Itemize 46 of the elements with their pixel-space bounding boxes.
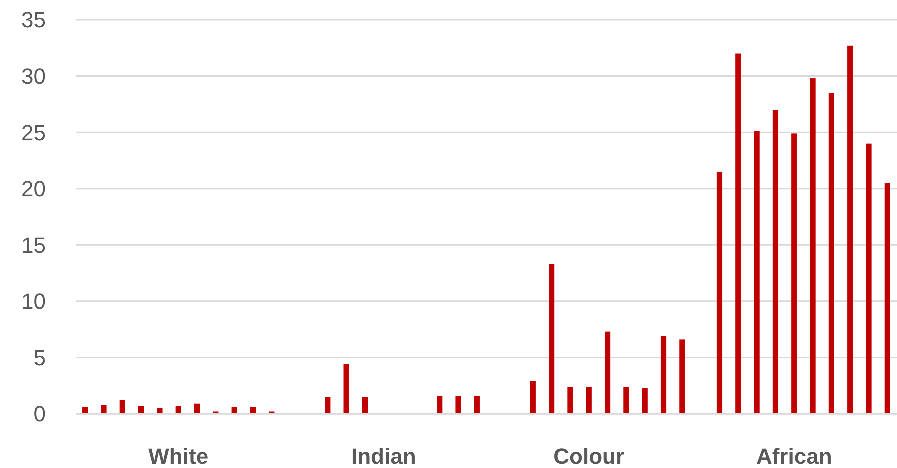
bar: [568, 386, 574, 414]
bar: [250, 407, 256, 414]
bar: [232, 407, 238, 414]
y-tick-label: 20: [22, 176, 46, 202]
bar: [176, 406, 182, 414]
bar: [474, 396, 480, 414]
bar: [344, 364, 350, 414]
bar: [680, 340, 686, 414]
x-tick-label: Colour: [554, 444, 625, 468]
bar: [456, 396, 462, 414]
bar: [120, 400, 126, 414]
bar: [437, 396, 443, 414]
y-tick-label: 15: [22, 232, 46, 258]
bar: [642, 388, 648, 414]
bar: [848, 46, 854, 414]
bar: [624, 386, 630, 414]
x-tick-label: African: [756, 444, 832, 468]
y-tick-label: 0: [34, 402, 46, 427]
bar: [549, 264, 555, 414]
bar: [754, 131, 760, 414]
bar: [82, 407, 88, 414]
bar: [138, 406, 144, 414]
bar: [660, 336, 667, 414]
y-tick-label: 35: [22, 8, 46, 33]
bar: [716, 172, 723, 414]
x-tick-label: Indian: [351, 444, 416, 468]
x-tick-label: White: [148, 444, 209, 468]
bar: [530, 381, 536, 414]
y-tick-label: 25: [22, 120, 46, 146]
bar: [604, 332, 611, 414]
bar: [772, 110, 779, 414]
bar: [792, 134, 798, 414]
y-tick-label: 5: [34, 345, 46, 370]
y-tick-label: 10: [22, 289, 46, 314]
y-tick-label: 30: [22, 64, 46, 89]
bar: [828, 93, 834, 414]
bar: [736, 54, 742, 414]
bar: [586, 386, 592, 414]
bar: [810, 78, 816, 414]
bar: [362, 397, 368, 414]
bar: [325, 397, 331, 414]
bar: [157, 408, 163, 414]
bar: [101, 404, 107, 414]
bar: [194, 404, 200, 414]
bar: [866, 144, 872, 414]
bar: [884, 183, 890, 414]
